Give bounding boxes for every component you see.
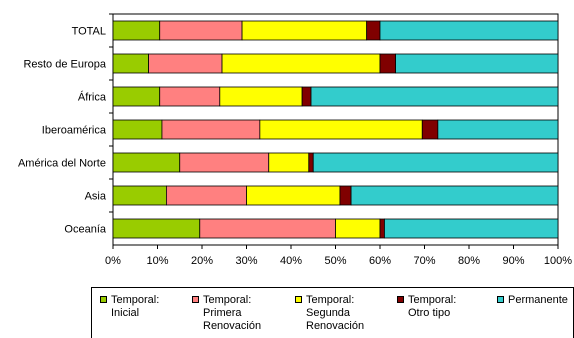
legend-swatch	[497, 296, 504, 303]
x-tick-label: 20%	[191, 255, 213, 267]
x-tick-label: 50%	[324, 255, 346, 267]
x-tick-label: 60%	[369, 255, 391, 267]
bar-segment	[310, 86, 559, 107]
bar-segment	[384, 218, 559, 239]
bar-segment	[308, 152, 314, 173]
category-label: América del Norte	[18, 158, 106, 170]
category-label: Resto de Europa	[23, 59, 106, 71]
bar-segment	[221, 53, 381, 74]
legend-swatch	[100, 296, 107, 303]
legend: Temporal: Inicial Temporal: Primera Renov…	[91, 287, 574, 338]
x-tick-label: 100%	[544, 255, 572, 267]
bar-segment	[350, 185, 559, 206]
category-label: TOTAL	[72, 26, 106, 38]
bar-segment	[246, 185, 341, 206]
bar-segment	[159, 86, 221, 107]
category-label: África	[78, 91, 107, 104]
category-label: Asia	[85, 191, 107, 203]
x-tick-label: 90%	[502, 255, 524, 267]
bar-segment	[395, 53, 559, 74]
bar-segment	[112, 86, 161, 107]
x-tick-label: 0%	[105, 255, 121, 267]
legend-swatch	[397, 296, 404, 303]
bar-segment	[165, 185, 247, 206]
legend-label: Temporal: Primera Renovación	[203, 294, 262, 332]
bar-segment	[421, 119, 439, 140]
bar-segment	[335, 218, 381, 239]
bar-segment	[241, 20, 368, 41]
bar-segment	[339, 185, 352, 206]
bar-segment	[112, 218, 201, 239]
category-label: Iberoamérica	[42, 125, 107, 137]
legend-swatch	[192, 296, 199, 303]
bar-segment	[301, 86, 312, 107]
stacked-bar-chart: TOTAL Resto de Europa África Iberoamérica Am…	[18, 13, 572, 267]
bar-segment	[219, 86, 303, 107]
bar-segment	[379, 53, 396, 74]
bar-segment	[179, 152, 270, 173]
bar-segment	[112, 119, 163, 140]
bar-segment	[437, 119, 559, 140]
bar-segment	[161, 119, 261, 140]
bar-segment	[199, 218, 336, 239]
legend-label: Temporal: Otro tipo	[408, 294, 457, 319]
bar-segment	[112, 53, 149, 74]
legend-label: Permanente	[508, 294, 568, 306]
legend-swatch	[295, 296, 302, 303]
x-tick-label: 40%	[280, 255, 302, 267]
x-tick-label: 10%	[146, 255, 168, 267]
bar-segment	[112, 152, 181, 173]
x-tick-label: 80%	[458, 255, 480, 267]
bar-segment	[379, 218, 385, 239]
x-tick-label: 30%	[235, 255, 257, 267]
bar-segment	[148, 53, 223, 74]
bar-segment	[312, 152, 559, 173]
bar-segment	[112, 20, 161, 41]
bar-segment	[366, 20, 381, 41]
category-label: Oceanía	[64, 224, 106, 236]
legend-label: Temporal: Inicial	[111, 294, 160, 319]
x-tick-label: 70%	[413, 255, 435, 267]
bar-segment	[159, 20, 243, 41]
bar-segment	[379, 20, 559, 41]
bar-segment	[259, 119, 423, 140]
legend-label: Temporal: Segunda Renovación	[306, 294, 365, 332]
bar-segment	[112, 185, 167, 206]
plot-area: TOTAL Resto de Europa África Iberoamérica Am…	[18, 13, 572, 267]
bar-segment	[268, 152, 310, 173]
